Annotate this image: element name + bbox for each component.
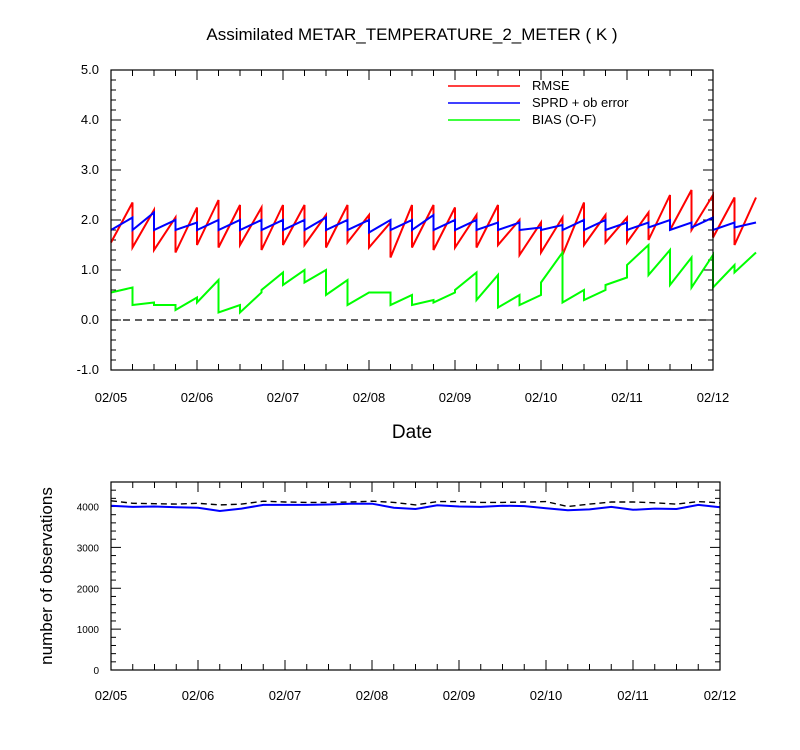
legend-label: SPRD + ob error (532, 95, 629, 110)
series-line-3 (110, 242, 757, 315)
bottom-y-tick-label: 2000 (77, 584, 100, 595)
bottom-x-tick-label: 02/09 (443, 688, 476, 703)
bottom-chart-ylabel: number of observations (37, 487, 56, 665)
top-x-tick-label: 02/05 (95, 390, 128, 405)
bottom-y-tick-label: 3000 (77, 543, 100, 554)
top-y-tick-label: -1.0 (77, 362, 99, 377)
bottom-x-tick-label: 02/07 (269, 688, 302, 703)
bottom-y-tick-label: 0 (93, 666, 99, 677)
obs-count-line-2 (110, 502, 721, 513)
top-y-tick-label: 4.0 (81, 112, 99, 127)
legend-label: RMSE (532, 78, 570, 93)
top-x-tick-label: 02/06 (181, 390, 214, 405)
bottom-x-tick-label: 02/11 (617, 688, 649, 703)
top-x-tick-label: 02/10 (525, 390, 558, 405)
top-plot-border (110, 69, 714, 371)
bottom-chart: 0 1000 2000 3000 4000 02/05 02/06 02/07 02/08 02/… (77, 481, 737, 703)
bottom-y-tick-label: 4000 (77, 503, 100, 514)
top-chart-title: Assimilated METAR_TEMPERATURE_2_METER ( … (206, 25, 617, 44)
top-x-tick-label: 02/08 (353, 390, 386, 405)
bottom-x-tick-label: 02/06 (182, 688, 215, 703)
bottom-plot-border (110, 481, 721, 671)
top-chart-xlabel: Date (392, 422, 432, 443)
bottom-x-tick-label: 02/10 (530, 688, 563, 703)
top-y-tick-label: 1.0 (81, 262, 99, 277)
bottom-y-tick-label: 1000 (77, 625, 100, 636)
top-x-tick-label: 02/12 (697, 390, 730, 405)
obs-count-line-1 (110, 500, 721, 508)
legend-label: BIAS (O-F) (532, 112, 596, 127)
top-y-tick-label: 5.0 (81, 62, 99, 77)
top-x-tick-label: 02/07 (267, 390, 300, 405)
top-x-tick-label: 02/11 (611, 390, 643, 405)
bottom-x-tick-label: 02/05 (95, 688, 128, 703)
bottom-x-tick-label: 02/08 (356, 688, 389, 703)
series-line-2 (110, 210, 757, 235)
top-y-tick-label: 0.0 (81, 312, 99, 327)
top-chart: -1.0 0.0 1.0 2.0 3.0 4.0 5.0 02/05 02/06 02/07 02/… (77, 62, 757, 405)
top-x-tick-label: 02/09 (439, 390, 472, 405)
top-y-tick-label: 2.0 (81, 212, 99, 227)
top-y-tick-label: 3.0 (81, 162, 99, 177)
bottom-x-tick-label: 02/12 (704, 688, 737, 703)
